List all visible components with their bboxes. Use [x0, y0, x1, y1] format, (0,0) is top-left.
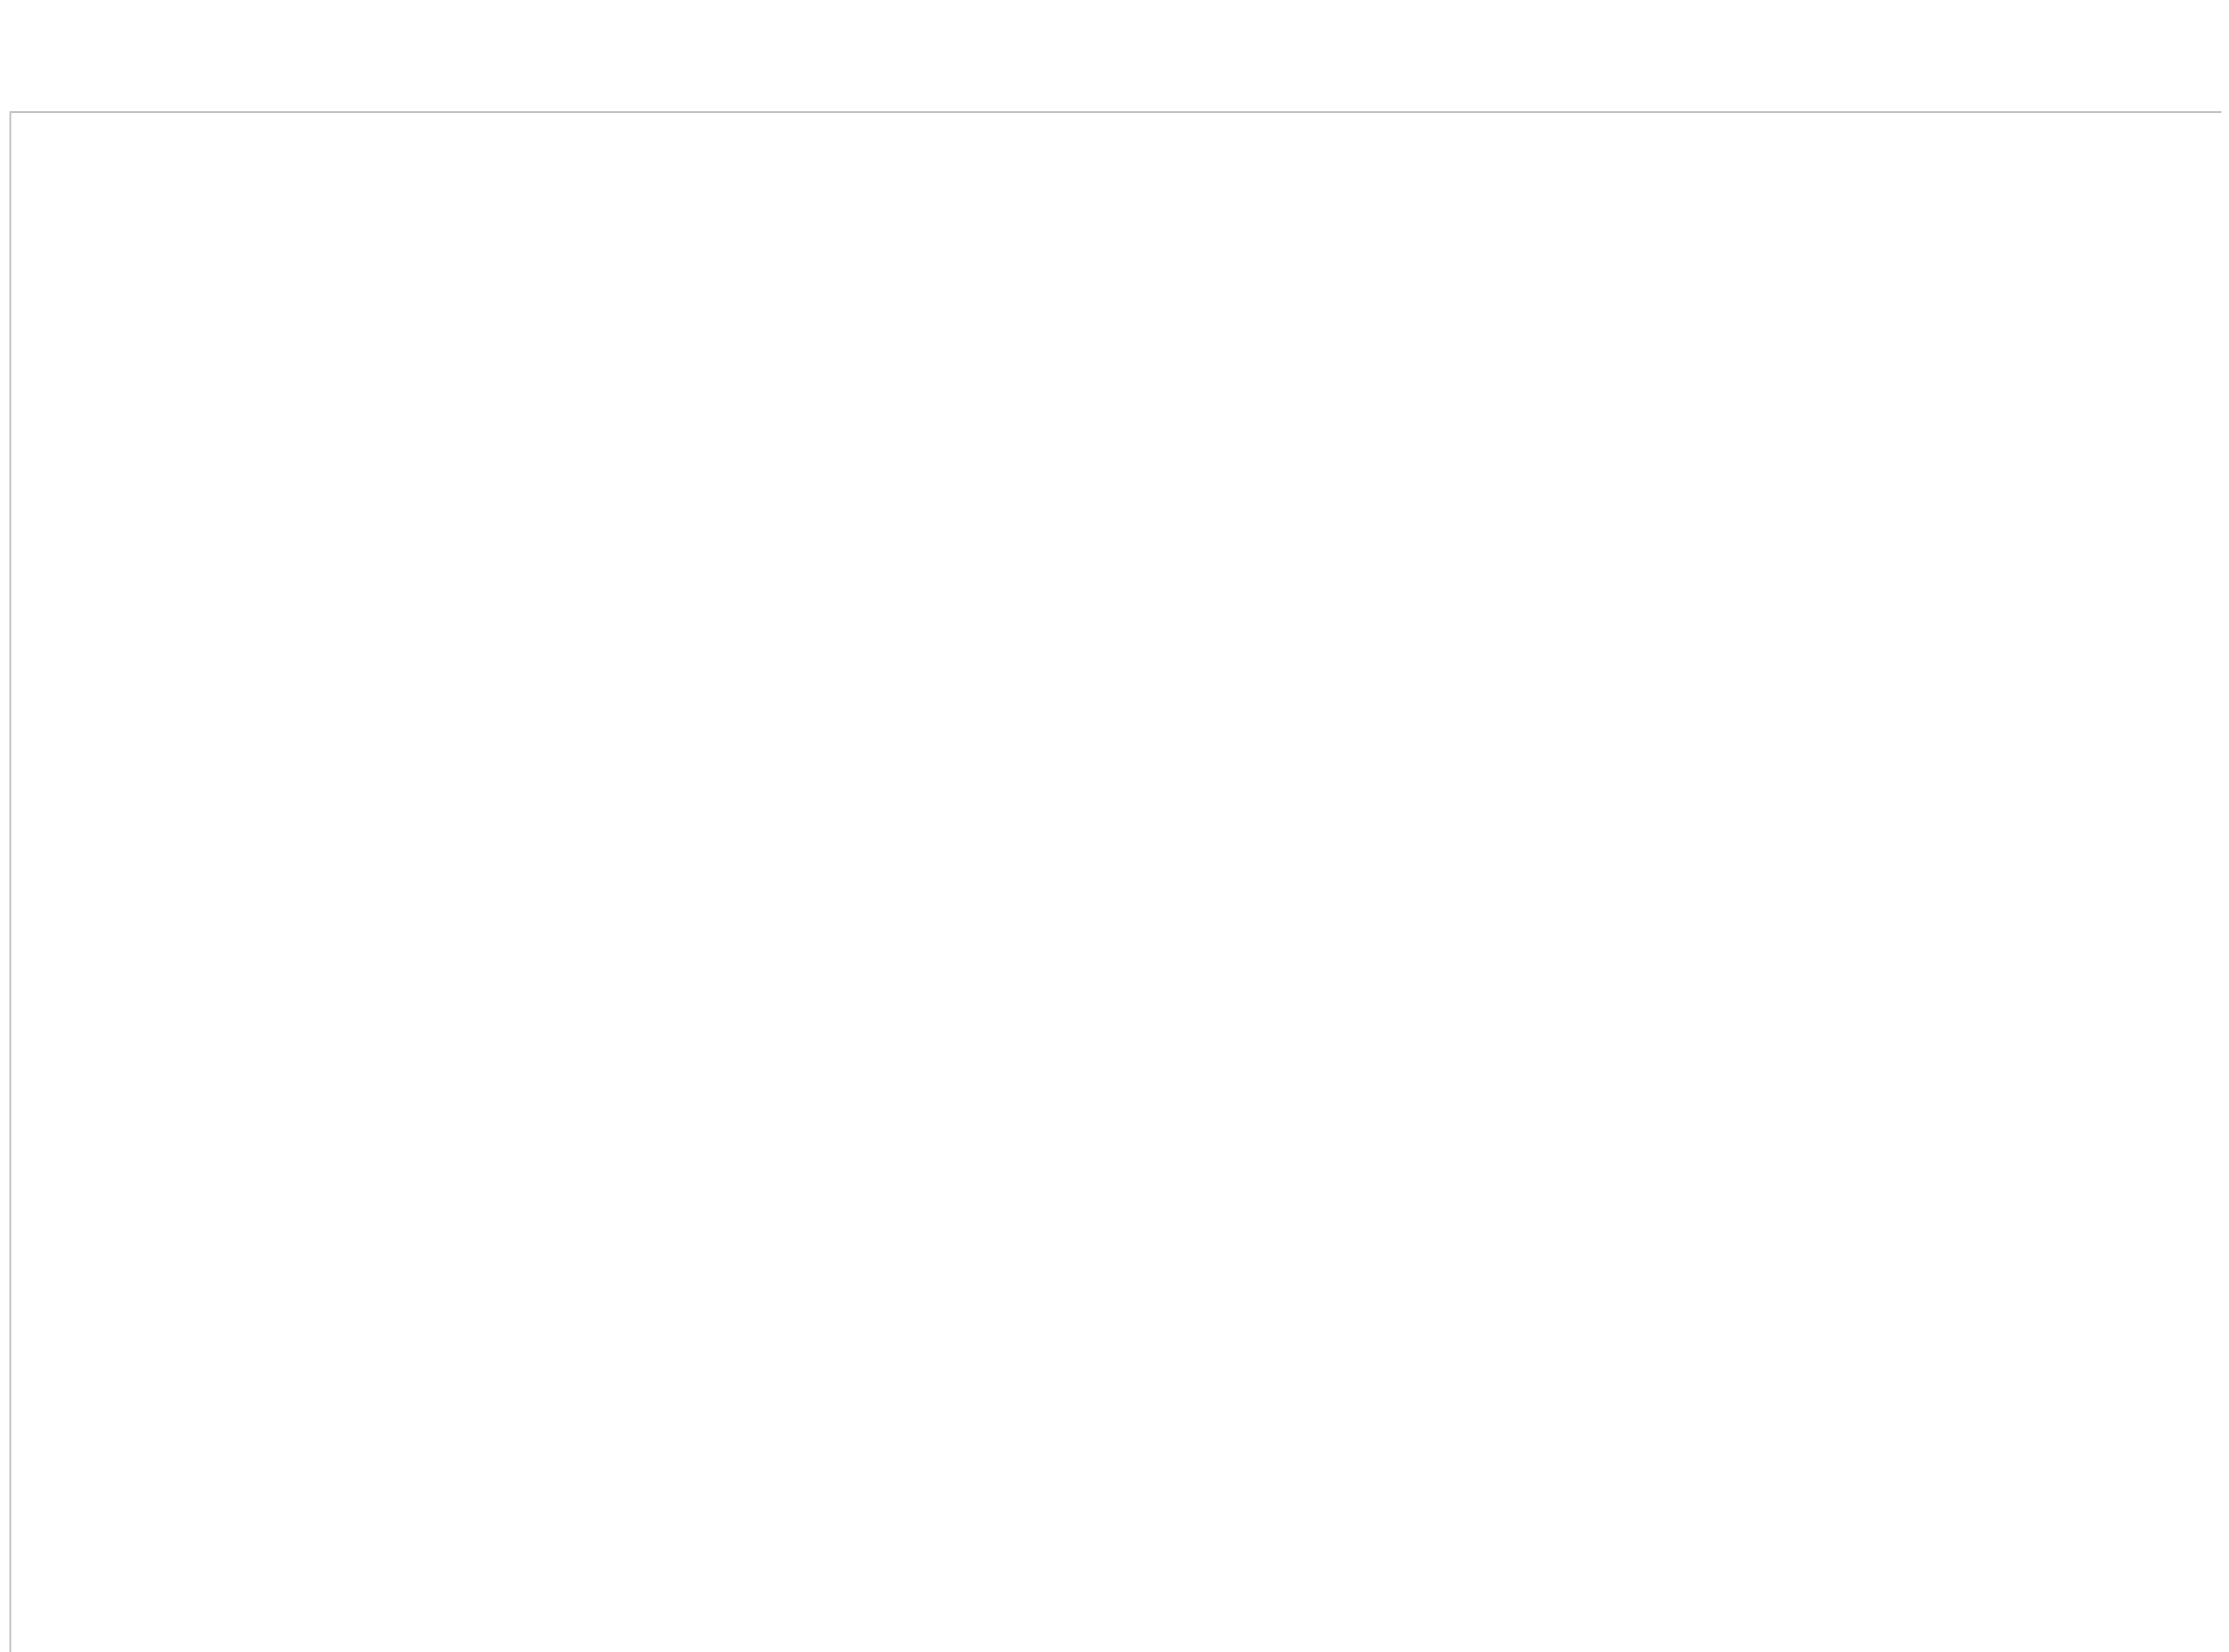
data-grid[interactable] — [9, 111, 2221, 1652]
grid-frozen-bottom-rows — [11, 111, 2221, 113]
